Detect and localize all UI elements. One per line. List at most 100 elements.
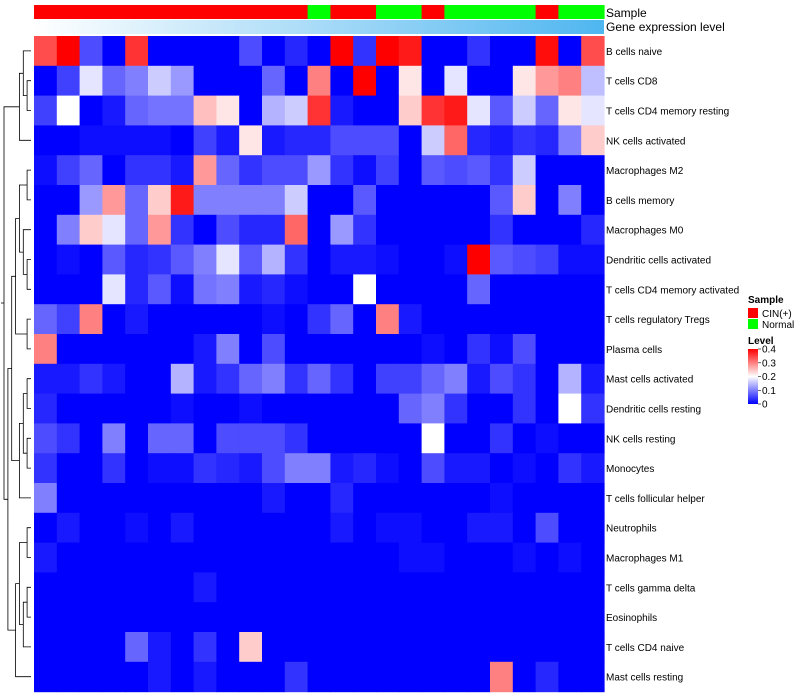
heatmap-cell bbox=[398, 125, 423, 156]
heatmap-cell bbox=[444, 65, 468, 97]
heatmap-cell bbox=[353, 334, 377, 365]
heatmap-cell bbox=[444, 393, 468, 424]
heatmap-cell bbox=[34, 95, 58, 126]
heatmap-cell bbox=[490, 542, 514, 573]
heatmap-cell bbox=[353, 542, 377, 573]
heatmap-cell bbox=[307, 363, 331, 395]
heatmap-cell bbox=[193, 542, 217, 573]
heatmap-cell bbox=[307, 393, 331, 424]
heatmap-cell bbox=[512, 274, 537, 305]
heatmap-cell bbox=[125, 334, 149, 365]
sample-track-cell bbox=[330, 5, 354, 19]
heatmap-cell bbox=[535, 244, 559, 275]
heatmap-cell bbox=[512, 512, 537, 544]
heatmap-cell bbox=[467, 363, 491, 395]
heatmap-cell bbox=[102, 274, 126, 305]
heatmap-cell bbox=[581, 661, 605, 693]
heatmap-cell bbox=[558, 453, 582, 484]
dendrogram-branch bbox=[19, 423, 31, 499]
heatmap-cell bbox=[512, 483, 537, 514]
heatmap-cell bbox=[170, 632, 195, 663]
heatmap-cell bbox=[353, 661, 377, 693]
heatmap-cell bbox=[239, 572, 263, 603]
heatmap-cell bbox=[490, 244, 514, 275]
heatmap-cell bbox=[581, 274, 605, 305]
heatmap-cell bbox=[102, 95, 126, 126]
heatmap-cell bbox=[148, 602, 172, 633]
heatmap-cell bbox=[512, 393, 537, 424]
heatmap-cell bbox=[79, 661, 103, 693]
heatmap-cell bbox=[284, 483, 309, 514]
heatmap-cell bbox=[444, 155, 468, 186]
heatmap-cell bbox=[125, 185, 149, 216]
heatmap-cell bbox=[79, 334, 103, 365]
heatmap-cell bbox=[330, 95, 354, 126]
heatmap-cell bbox=[56, 36, 81, 67]
heatmap-cell bbox=[512, 95, 537, 126]
heatmap-cell bbox=[79, 214, 103, 246]
heatmap-cell bbox=[512, 661, 537, 693]
heatmap-cell bbox=[398, 572, 423, 603]
heatmap-cell bbox=[512, 65, 537, 97]
heatmap-cell bbox=[148, 453, 172, 484]
heatmap-cell bbox=[444, 125, 468, 156]
sample-track-cell bbox=[56, 5, 81, 19]
heatmap-cell bbox=[330, 363, 354, 395]
heatmap-cell bbox=[558, 512, 582, 544]
heatmap-cell bbox=[193, 334, 217, 365]
heatmap-cell bbox=[102, 661, 126, 693]
heatmap-cell bbox=[467, 453, 491, 484]
heatmap-cell bbox=[148, 244, 172, 275]
heatmap-cell bbox=[444, 185, 468, 216]
heatmap-cell bbox=[148, 632, 172, 663]
heatmap-cell bbox=[79, 363, 103, 395]
heatmap-cell bbox=[262, 36, 286, 67]
heatmap-cell bbox=[34, 632, 58, 663]
sample-track-cell bbox=[558, 5, 582, 19]
heatmap-cell bbox=[262, 602, 286, 633]
heatmap-cell bbox=[284, 393, 309, 424]
heatmap-cell bbox=[34, 483, 58, 514]
heatmap-cell bbox=[376, 423, 400, 454]
level-tick-label: 0.4 bbox=[762, 345, 776, 356]
dendrogram-branch bbox=[26, 80, 31, 111]
heatmap-cell bbox=[102, 632, 126, 663]
heatmap-cell bbox=[79, 512, 103, 544]
heatmap-cell bbox=[330, 125, 354, 156]
heatmap-cell bbox=[125, 542, 149, 573]
heatmap-cell bbox=[216, 393, 240, 424]
dendrogram-branch bbox=[15, 583, 31, 678]
heatmap-cell bbox=[56, 542, 81, 573]
heatmap-cell bbox=[330, 274, 354, 305]
row-label: T cells follicular helper bbox=[606, 494, 705, 505]
heatmap-cell bbox=[79, 65, 103, 97]
heatmap-cell bbox=[125, 393, 149, 424]
heatmap-cell bbox=[284, 36, 309, 67]
heatmap-cell bbox=[102, 304, 126, 335]
heatmap-cell bbox=[376, 65, 400, 97]
heatmap-cell bbox=[170, 453, 195, 484]
heatmap-cell bbox=[490, 65, 514, 97]
heatmap-cell bbox=[170, 334, 195, 365]
row-label: T cells CD4 naive bbox=[606, 643, 685, 654]
heatmap-cell bbox=[376, 95, 400, 126]
heatmap-cell bbox=[262, 95, 286, 126]
heatmap-cell bbox=[193, 632, 217, 663]
row-label: Monocytes bbox=[606, 464, 654, 475]
heatmap-cell bbox=[102, 602, 126, 633]
heatmap-cell bbox=[284, 155, 309, 186]
heatmap-cell bbox=[535, 453, 559, 484]
heatmap-cell bbox=[125, 155, 149, 186]
heatmap-cell bbox=[102, 453, 126, 484]
heatmap-cell bbox=[421, 453, 445, 484]
heatmap-cell bbox=[421, 393, 445, 424]
heatmap-cell bbox=[56, 125, 81, 156]
heatmap-cell bbox=[444, 483, 468, 514]
heatmap-cell bbox=[170, 36, 195, 67]
heatmap-cell bbox=[558, 65, 582, 97]
heatmap-cell bbox=[535, 334, 559, 365]
heatmap-cell bbox=[56, 65, 81, 97]
heatmap-cell bbox=[102, 512, 126, 544]
heatmap-cell bbox=[490, 214, 514, 246]
heatmap-cell bbox=[239, 363, 263, 395]
